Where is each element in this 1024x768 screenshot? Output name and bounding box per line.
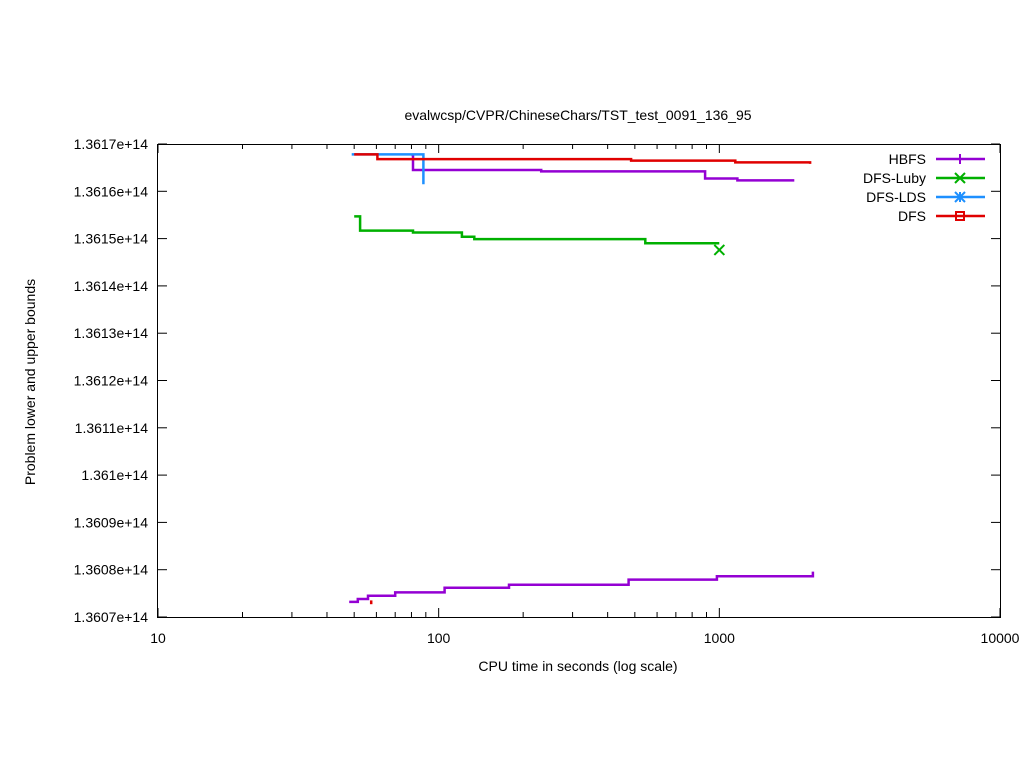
legend-marker-hbfs [955, 154, 965, 164]
series-hbfs [349, 153, 815, 604]
y-tick-label: 1.3611e+14 [75, 420, 149, 436]
series-dfs-luby [354, 215, 726, 256]
y-axis-label: Problem lower and upper bounds [22, 279, 38, 485]
y-tick-label: 1.361e+14 [81, 467, 148, 483]
axis-ticks: 10 100 1000 10000 1.3607e+14 1.3608e+14 1.3609… [74, 136, 1020, 646]
series-dfs-luby-marker [713, 244, 726, 256]
legend-label-dfs-lds: DFS-LDS [866, 189, 926, 205]
legend-marker-dfs-lds [954, 191, 966, 203]
series-hbfs-lower-line [349, 571, 815, 604]
x-tick-label: 100 [427, 630, 451, 646]
legend-label-hbfs: HBFS [889, 151, 926, 167]
series-dfs-lds-upper-line [351, 153, 425, 185]
y-tick-label: 1.3615e+14 [74, 231, 149, 247]
series-dfs-luby-marker-b [713, 244, 726, 256]
x-tick-label: 1000 [704, 630, 735, 646]
y-tick-label: 1.3617e+14 [74, 136, 149, 152]
legend-label-dfs-luby: DFS-Luby [863, 170, 926, 186]
series-dfs-lds [351, 153, 425, 185]
series-dfs [354, 153, 812, 605]
legend: HBFS DFS-Luby DFS-LDS DFS [863, 151, 985, 224]
chart-title: evalwcsp/CVPR/ChineseChars/TST_test_0091… [404, 107, 751, 123]
y-tick-label: 1.3614e+14 [74, 278, 149, 294]
series-dfs-upper-line [354, 153, 812, 164]
series-dfs-luby-upper-line [354, 215, 720, 245]
x-axis-label: CPU time in seconds (log scale) [478, 658, 677, 674]
legend-marker-dfs [955, 211, 965, 221]
y-tick-label: 1.3612e+14 [74, 373, 149, 389]
x-tick-label: 10 [150, 630, 166, 646]
series-layer [349, 153, 815, 605]
x-tick-label: 10000 [981, 630, 1020, 646]
y-tick-label: 1.3616e+14 [74, 183, 149, 199]
y-tick-label: 1.3607e+14 [74, 609, 149, 625]
series-hbfs-upper-line [411, 153, 795, 182]
legend-marker-dfs-luby [954, 172, 966, 184]
legend-marker-dfs-luby-b [954, 172, 966, 184]
legend-label-dfs: DFS [898, 208, 926, 224]
y-tick-label: 1.3613e+14 [74, 325, 149, 341]
y-tick-label: 1.3608e+14 [74, 562, 149, 578]
y-tick-label: 1.3609e+14 [74, 514, 149, 530]
plot-frame [157, 144, 1001, 618]
legend-marker-dfs-box [955, 211, 965, 221]
